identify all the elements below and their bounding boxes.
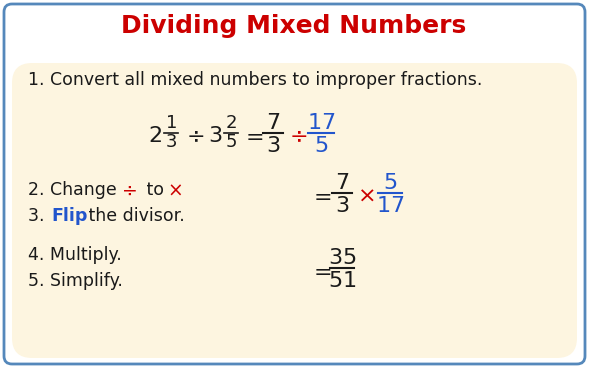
Text: $\div$: $\div$ (121, 180, 137, 199)
FancyBboxPatch shape (12, 63, 577, 358)
Text: $1$: $1$ (165, 114, 177, 132)
Text: 1. Convert all mixed numbers to improper fractions.: 1. Convert all mixed numbers to improper… (28, 71, 482, 89)
Text: 2. Change: 2. Change (28, 181, 123, 199)
Text: $3$: $3$ (335, 196, 349, 216)
Text: $2$: $2$ (225, 114, 237, 132)
Text: $7$: $7$ (335, 173, 349, 193)
Text: 5. Simplify.: 5. Simplify. (28, 272, 123, 290)
Text: $5$: $5$ (314, 136, 328, 156)
Text: 4. Multiply.: 4. Multiply. (28, 246, 122, 264)
Text: 3.: 3. (28, 207, 50, 225)
Text: $\div$: $\div$ (289, 126, 307, 146)
Text: $17$: $17$ (307, 113, 335, 133)
Text: Dividing Mixed Numbers: Dividing Mixed Numbers (121, 14, 466, 38)
Text: $\div$: $\div$ (186, 126, 204, 146)
Text: the divisor.: the divisor. (83, 207, 185, 225)
Text: Flip: Flip (51, 207, 87, 225)
Text: $3$: $3$ (165, 133, 177, 151)
Text: $=$: $=$ (241, 126, 263, 146)
Text: $\times$: $\times$ (167, 180, 182, 199)
Text: $5$: $5$ (225, 133, 237, 151)
Text: $3$: $3$ (208, 126, 222, 146)
Text: $2$: $2$ (148, 126, 162, 146)
Text: $=$: $=$ (309, 261, 331, 281)
FancyBboxPatch shape (4, 4, 585, 364)
Text: $=$: $=$ (309, 186, 331, 206)
Text: $3$: $3$ (266, 136, 280, 156)
Text: $51$: $51$ (328, 271, 356, 291)
Text: $5$: $5$ (383, 173, 397, 193)
Text: $17$: $17$ (376, 196, 404, 216)
Text: to: to (141, 181, 170, 199)
Text: $\times$: $\times$ (357, 186, 375, 206)
Text: $7$: $7$ (266, 113, 280, 133)
Text: $35$: $35$ (328, 248, 356, 268)
